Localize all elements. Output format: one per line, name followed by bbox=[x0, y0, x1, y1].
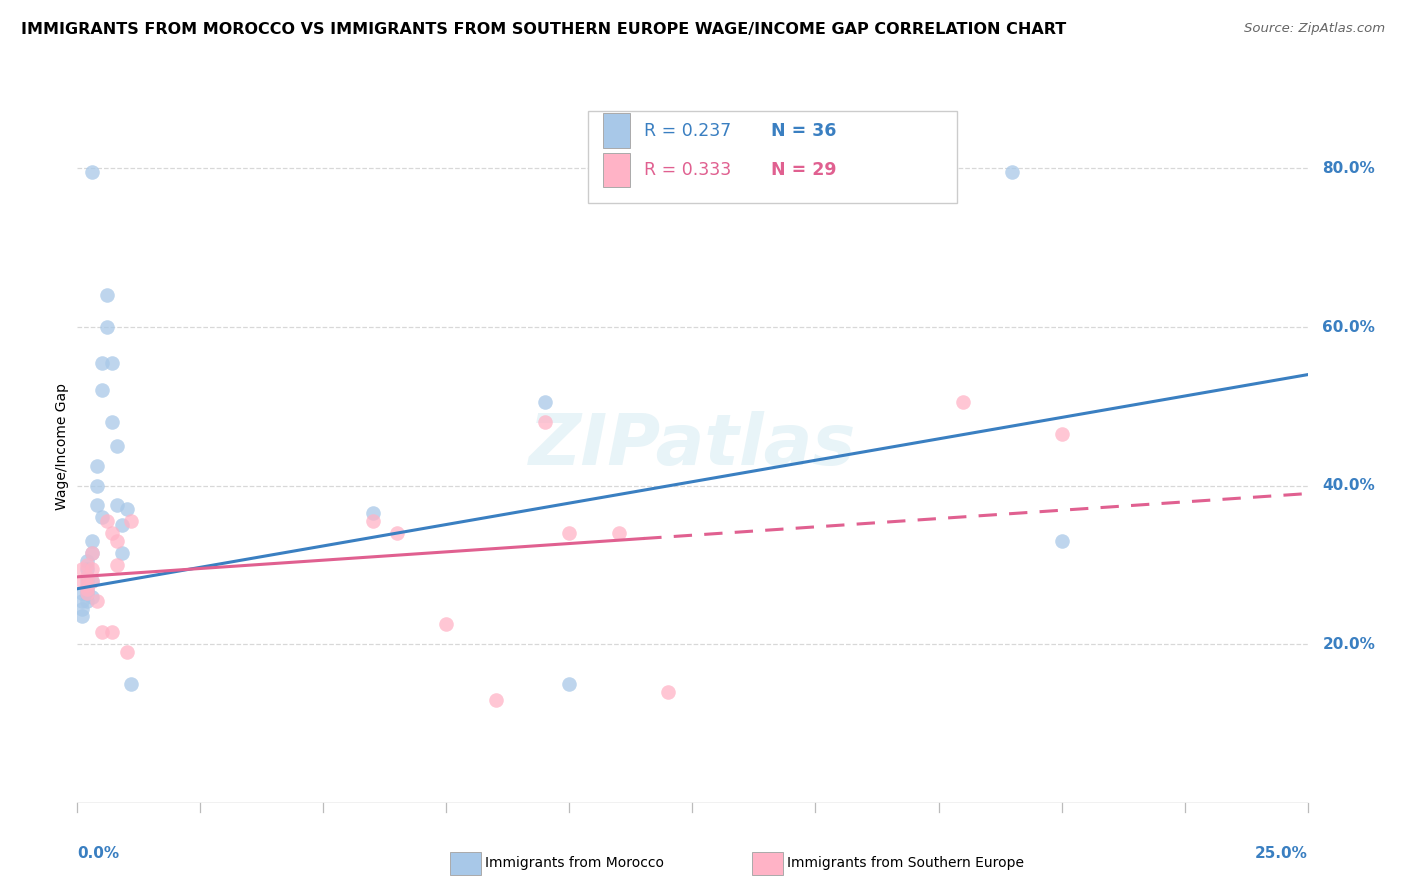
Point bbox=[90, 510, 114, 524]
Point bbox=[361, 514, 384, 528]
Point bbox=[96, 514, 118, 528]
Point bbox=[101, 356, 124, 370]
Point bbox=[101, 415, 124, 429]
Point bbox=[111, 546, 132, 560]
FancyBboxPatch shape bbox=[603, 113, 630, 148]
Point bbox=[436, 617, 458, 632]
Text: ZIPatlas: ZIPatlas bbox=[529, 411, 856, 481]
Point bbox=[76, 574, 98, 588]
Text: IMMIGRANTS FROM MOROCCO VS IMMIGRANTS FROM SOUTHERN EUROPE WAGE/INCOME GAP CORRE: IMMIGRANTS FROM MOROCCO VS IMMIGRANTS FR… bbox=[21, 22, 1066, 37]
Point bbox=[86, 593, 108, 607]
Point bbox=[115, 502, 138, 516]
Point bbox=[82, 165, 104, 179]
Point bbox=[485, 692, 508, 706]
Point bbox=[105, 439, 128, 453]
Y-axis label: Wage/Income Gap: Wage/Income Gap bbox=[55, 383, 69, 509]
Point bbox=[105, 534, 128, 549]
Point bbox=[90, 625, 114, 640]
Point bbox=[1050, 534, 1073, 549]
Text: 0.0%: 0.0% bbox=[77, 847, 120, 862]
FancyBboxPatch shape bbox=[603, 153, 630, 187]
Point bbox=[70, 601, 93, 615]
Point bbox=[86, 499, 108, 513]
Point bbox=[76, 570, 98, 584]
Text: N = 36: N = 36 bbox=[772, 121, 837, 139]
Point bbox=[70, 574, 93, 588]
Point bbox=[70, 609, 93, 624]
Text: Source: ZipAtlas.com: Source: ZipAtlas.com bbox=[1244, 22, 1385, 36]
Point bbox=[111, 518, 132, 533]
Point bbox=[105, 558, 128, 572]
Text: 20.0%: 20.0% bbox=[1323, 637, 1375, 652]
Text: R = 0.237: R = 0.237 bbox=[644, 121, 731, 139]
Point bbox=[70, 562, 93, 576]
Point bbox=[82, 574, 104, 588]
Point bbox=[76, 582, 98, 596]
Point bbox=[534, 415, 557, 429]
Point bbox=[76, 554, 98, 568]
Point bbox=[534, 395, 557, 409]
Point bbox=[76, 585, 98, 599]
Point bbox=[70, 593, 93, 607]
Point bbox=[385, 526, 409, 541]
Text: Immigrants from Southern Europe: Immigrants from Southern Europe bbox=[787, 856, 1025, 871]
Text: 40.0%: 40.0% bbox=[1323, 478, 1375, 493]
Point bbox=[1050, 427, 1073, 442]
Point bbox=[76, 593, 98, 607]
Point bbox=[361, 507, 384, 521]
Point bbox=[101, 526, 124, 541]
Point bbox=[76, 562, 98, 576]
Point bbox=[86, 478, 108, 492]
Text: R = 0.333: R = 0.333 bbox=[644, 161, 731, 178]
Point bbox=[105, 499, 128, 513]
Point bbox=[82, 562, 104, 576]
Point bbox=[76, 585, 98, 599]
Point bbox=[121, 514, 143, 528]
Point bbox=[76, 558, 98, 572]
Text: N = 29: N = 29 bbox=[772, 161, 837, 178]
Point bbox=[82, 534, 104, 549]
Point bbox=[90, 356, 114, 370]
Point bbox=[70, 585, 93, 599]
Point bbox=[90, 384, 114, 398]
Point bbox=[952, 395, 974, 409]
Point bbox=[86, 458, 108, 473]
Point bbox=[96, 320, 118, 334]
FancyBboxPatch shape bbox=[588, 111, 957, 203]
Point bbox=[558, 526, 581, 541]
Point bbox=[1001, 165, 1024, 179]
Text: Immigrants from Morocco: Immigrants from Morocco bbox=[485, 856, 664, 871]
Text: 60.0%: 60.0% bbox=[1323, 319, 1375, 334]
Point bbox=[558, 677, 581, 691]
Point bbox=[607, 526, 630, 541]
Text: 25.0%: 25.0% bbox=[1254, 847, 1308, 862]
Point bbox=[82, 546, 104, 560]
Point bbox=[121, 677, 143, 691]
Point bbox=[115, 645, 138, 659]
Point bbox=[76, 582, 98, 596]
Point bbox=[82, 546, 104, 560]
Point bbox=[82, 590, 104, 604]
Text: 80.0%: 80.0% bbox=[1323, 161, 1375, 176]
Point bbox=[657, 685, 679, 699]
Point bbox=[96, 288, 118, 302]
Point bbox=[82, 574, 104, 588]
Point bbox=[76, 578, 98, 592]
Point bbox=[101, 625, 124, 640]
